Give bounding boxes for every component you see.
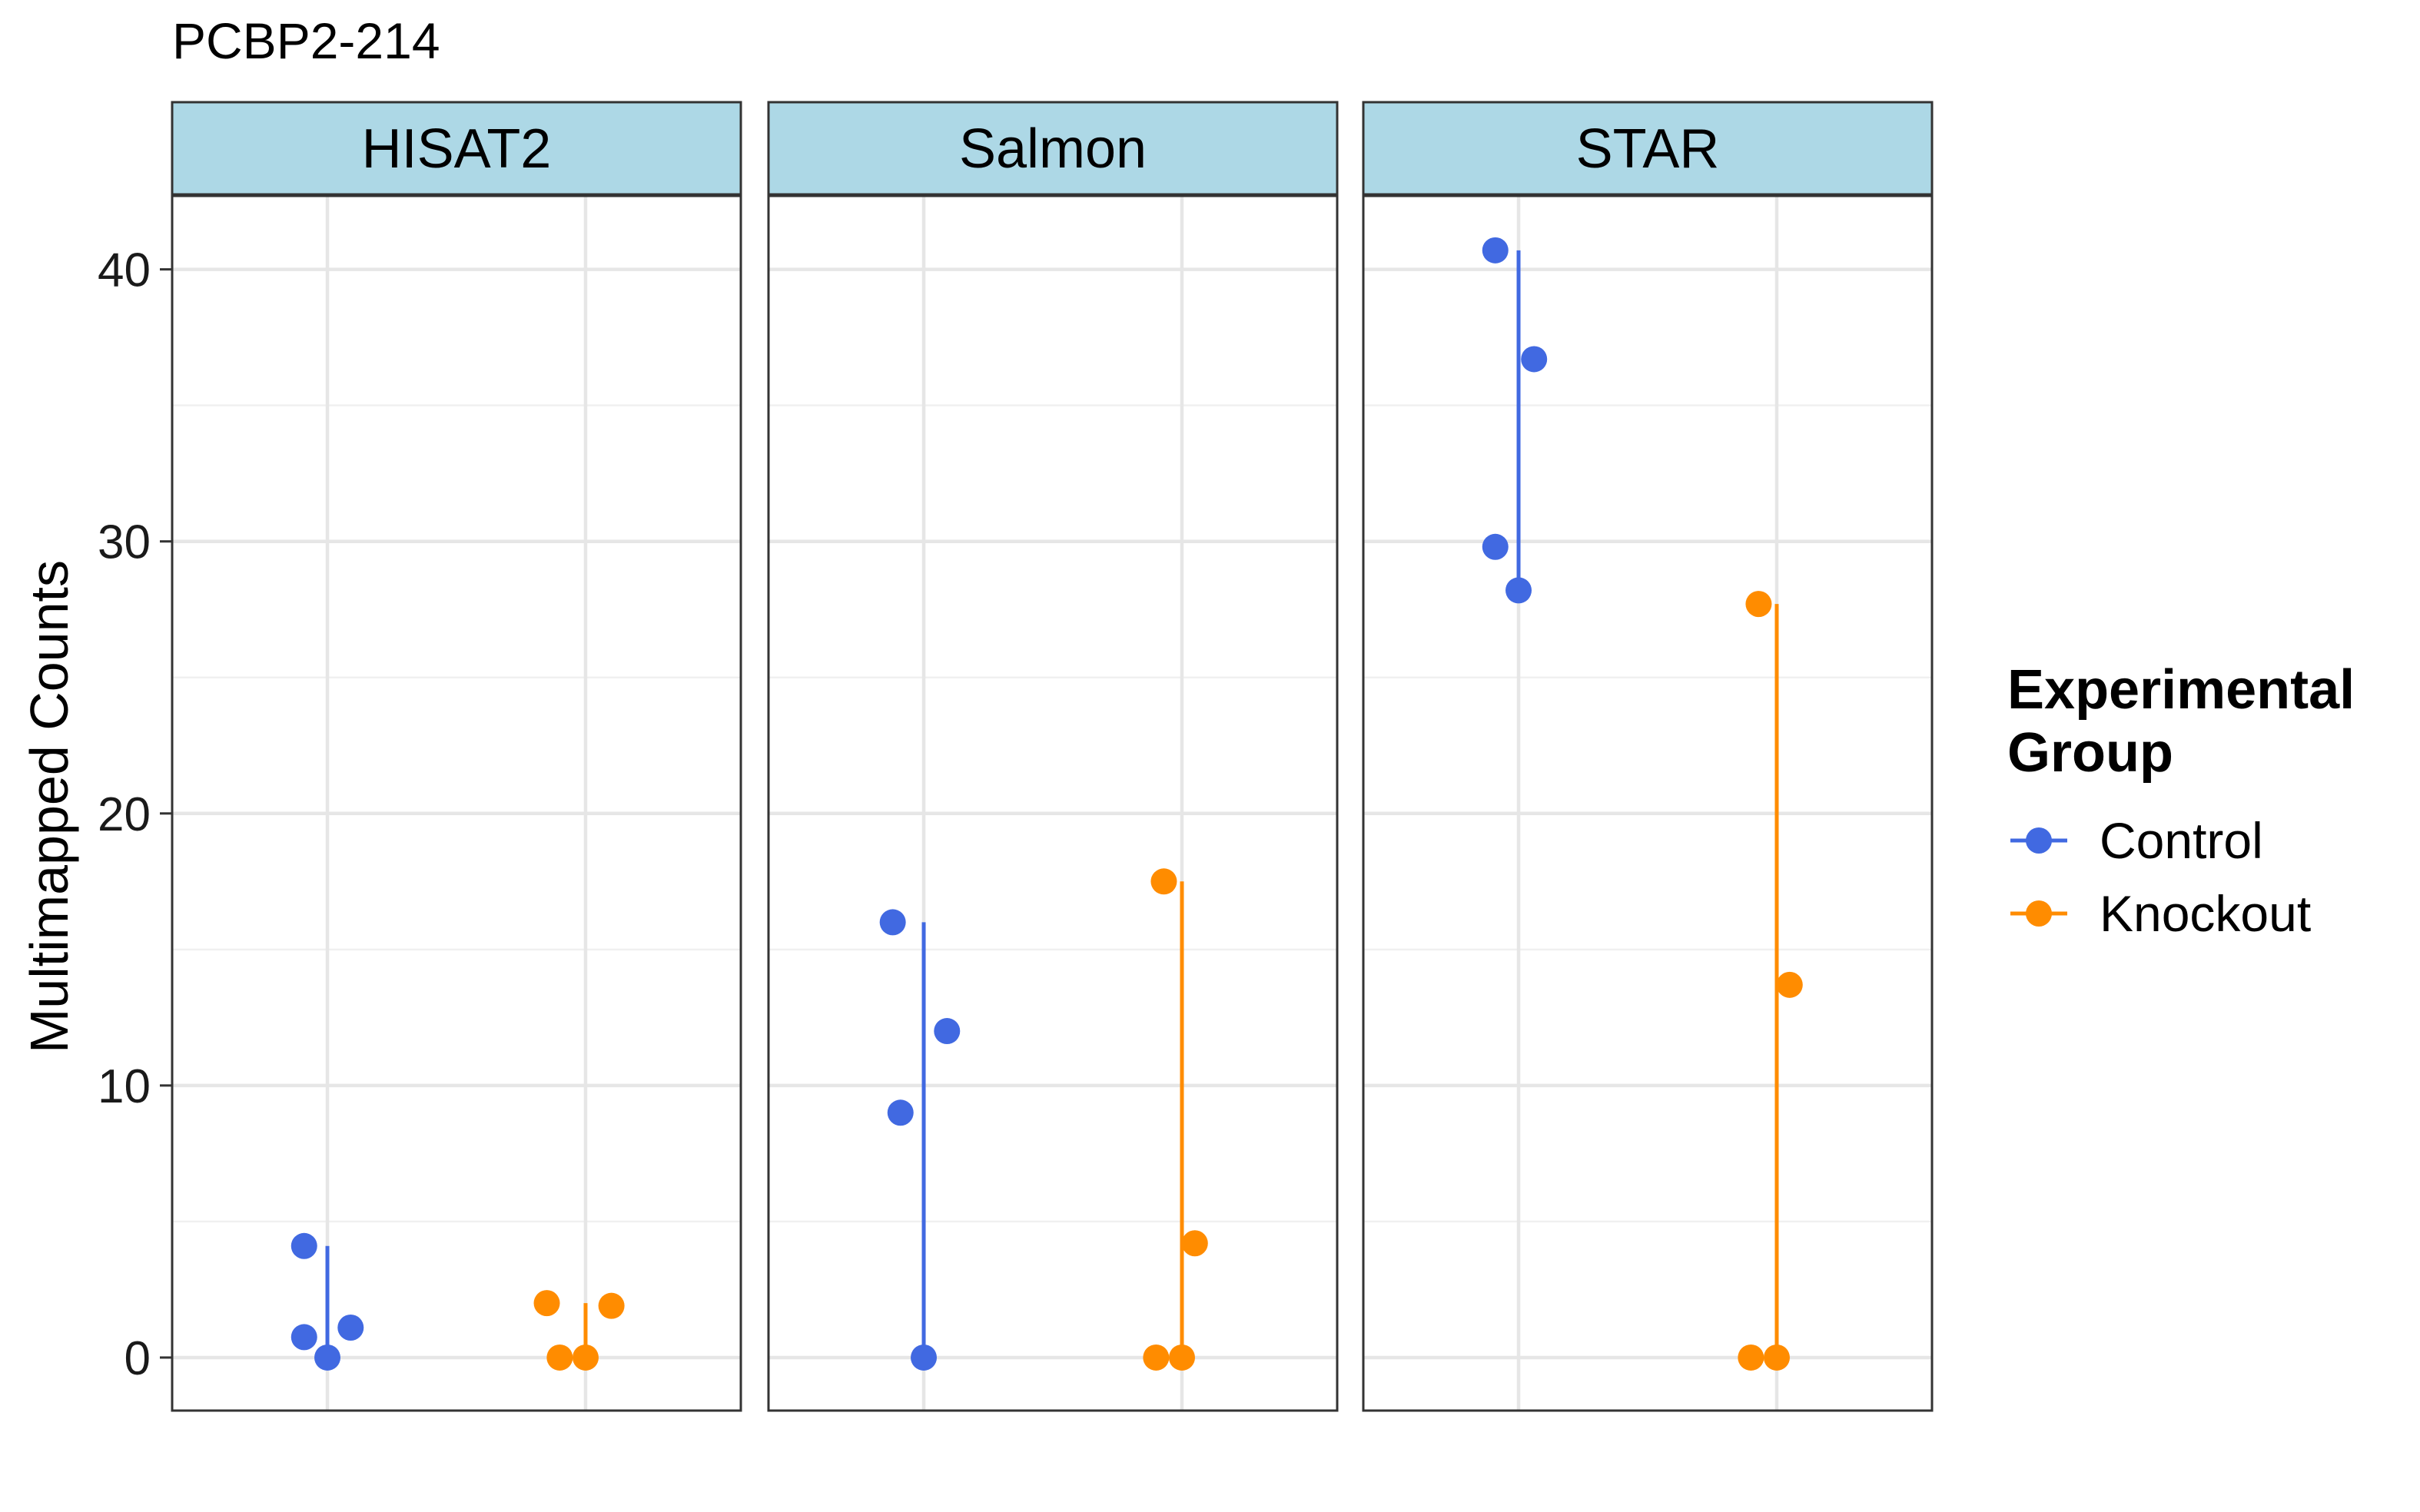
panel-strip-label: HISAT2 — [362, 118, 552, 180]
panel-border — [1362, 194, 1934, 1412]
panel-background — [768, 196, 1337, 1411]
data-point-control — [1482, 237, 1509, 264]
data-point-control — [879, 909, 906, 936]
legend-title: Group — [2007, 722, 2173, 784]
data-point-control — [1482, 533, 1509, 560]
data-point-control — [314, 1344, 341, 1371]
data-point-knockout — [1150, 868, 1177, 895]
data-point-knockout — [1181, 1230, 1208, 1257]
data-point-control — [290, 1324, 317, 1351]
panel-strip — [767, 101, 1339, 196]
data-point-control — [1505, 577, 1532, 604]
legend-key-point — [2026, 900, 2052, 927]
panel-border — [767, 194, 1339, 1412]
y-tick-label: 10 — [98, 1060, 151, 1113]
y-tick-label: 20 — [98, 788, 151, 841]
data-point-control — [934, 1018, 961, 1045]
panel-background — [172, 196, 741, 1411]
legend-title: Experimental — [2007, 659, 2355, 721]
data-point-control — [290, 1232, 317, 1259]
legend-item-knockout: Knockout — [2010, 885, 2311, 942]
data-point-knockout — [1745, 591, 1772, 618]
data-point-knockout — [1168, 1344, 1195, 1371]
data-point-control — [911, 1344, 938, 1371]
data-point-knockout — [1776, 971, 1803, 998]
data-point-knockout — [1143, 1344, 1170, 1371]
panel-star: STAR — [1362, 101, 1934, 1412]
legend-item-control: Control — [2010, 812, 2263, 869]
data-point-knockout — [598, 1292, 625, 1319]
data-point-knockout — [533, 1290, 560, 1317]
legend-items: Control Knockout — [2010, 812, 2311, 942]
panel-hisat2: HISAT2 — [171, 101, 742, 1412]
panel-border — [171, 194, 742, 1412]
legend-label: Knockout — [2100, 885, 2311, 942]
y-tick-label: 30 — [98, 516, 151, 569]
panel-strip — [171, 101, 742, 196]
data-point-knockout — [546, 1344, 573, 1371]
data-point-knockout — [1763, 1344, 1790, 1371]
y-axis-label: Multimapped Counts — [19, 560, 79, 1053]
legend-key-point — [2026, 827, 2052, 854]
data-point-knockout — [1738, 1344, 1764, 1371]
data-point-knockout — [572, 1344, 599, 1371]
panel-strip-label: STAR — [1576, 118, 1720, 180]
y-tick-label: 0 — [124, 1332, 151, 1385]
legend: Experimental Group Control Knockout — [2007, 659, 2355, 942]
legend-label: Control — [2100, 812, 2263, 869]
panel-background — [1363, 196, 1932, 1411]
data-point-control — [1521, 346, 1548, 373]
y-ticks: 0 10 20 30 40 — [98, 244, 172, 1385]
data-point-control — [887, 1099, 914, 1126]
panel-strip-label: Salmon — [959, 118, 1147, 180]
y-tick-label: 40 — [98, 244, 151, 297]
panel-salmon: Salmon — [767, 101, 1339, 1412]
chart-title: PCBP2-214 — [172, 12, 440, 69]
panels: HISAT2 Salmon STAR — [171, 101, 1934, 1412]
panel-strip — [1362, 101, 1934, 196]
data-point-control — [337, 1315, 364, 1341]
